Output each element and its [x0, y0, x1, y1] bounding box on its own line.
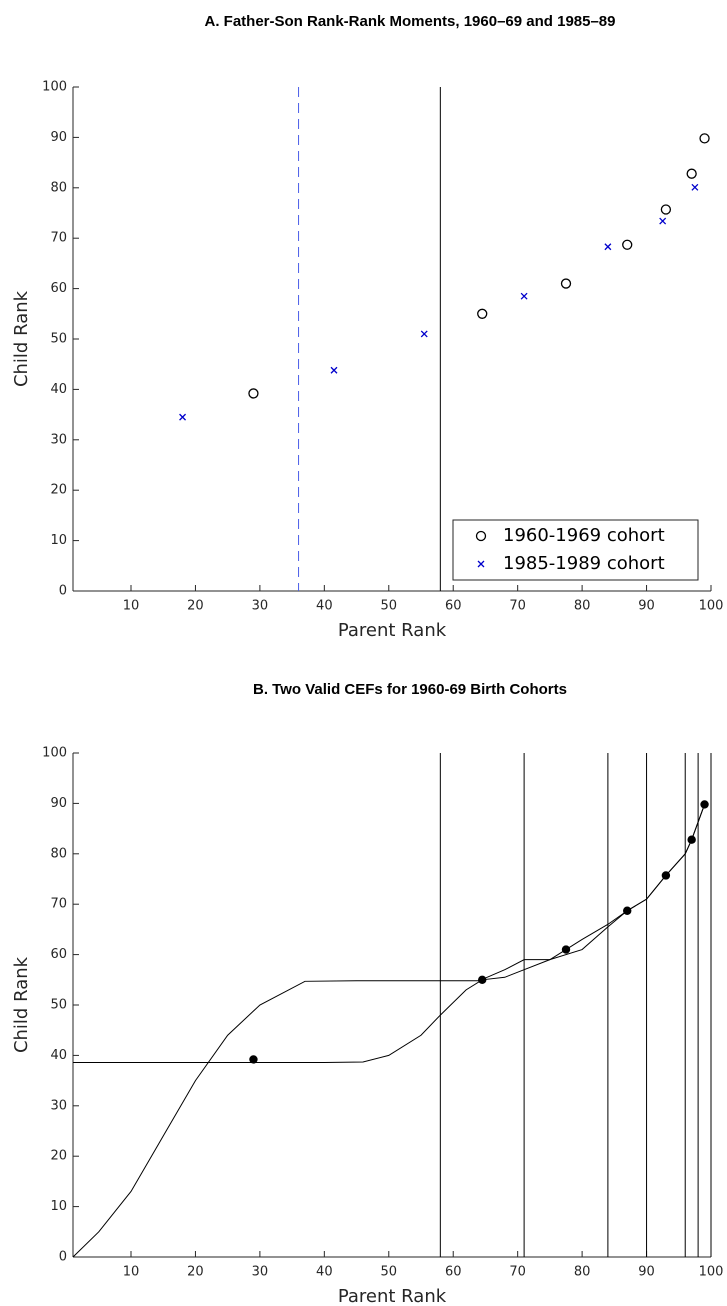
x-axis-label: Parent Rank	[338, 1286, 447, 1306]
x-tick-label: 20	[187, 599, 204, 614]
x-tick-label: 30	[252, 1265, 269, 1280]
y-tick-label: 10	[50, 1199, 67, 1214]
point	[179, 413, 187, 421]
legend-label: 1985-1989 cohort	[503, 553, 665, 574]
point	[477, 308, 488, 319]
x-tick-label: 20	[187, 1265, 204, 1280]
y-tick-label: 70	[50, 897, 67, 912]
y-axis-label: Child Rank	[11, 290, 32, 387]
chart-title: B. Two Valid CEFs for 1960-69 Birth Coho…	[253, 681, 567, 698]
x-axis-label: Parent Rank	[338, 620, 447, 641]
y-tick-label: 80	[50, 846, 67, 861]
y-tick-label: 10	[50, 533, 67, 548]
x-tick-label: 100	[699, 1265, 724, 1280]
legend-box	[452, 519, 699, 581]
x-tick-label: 80	[574, 1265, 591, 1280]
y-tick-label: 40	[50, 1048, 67, 1063]
y-tick-label: 40	[50, 382, 67, 397]
y-tick-label: 30	[50, 1098, 67, 1113]
x-tick-label: 40	[316, 599, 333, 614]
chart-title: A. Father-Son Rank-Rank Moments, 1960–69…	[205, 13, 616, 30]
x-tick-label: 60	[445, 599, 462, 614]
point	[249, 1055, 258, 1064]
y-tick-label: 0	[59, 584, 67, 599]
point	[699, 133, 710, 144]
legend: 1960-1969 cohort 1985-1989 cohort	[452, 519, 699, 581]
x-tick-label: 90	[638, 599, 655, 614]
x-tick-label: 70	[509, 1265, 526, 1280]
point	[660, 204, 672, 215]
legend-marker	[477, 560, 485, 568]
point	[560, 278, 572, 289]
x-tick-label: 90	[638, 1265, 655, 1280]
cef-curve	[73, 804, 706, 1063]
y-tick-label: 50	[50, 332, 67, 347]
x-tick-label: 100	[699, 599, 724, 614]
x-tick-label: 50	[381, 599, 398, 614]
y-tick-label: 100	[42, 746, 67, 761]
y-tick-label: 90	[50, 130, 67, 145]
y-tick-label: 20	[50, 483, 67, 498]
x-tick-label: 70	[509, 599, 526, 614]
y-tick-label: 60	[50, 281, 67, 296]
point	[520, 292, 528, 300]
y-axis-label: Child Rank	[11, 956, 32, 1053]
point	[604, 243, 612, 251]
x-tick-label: 60	[445, 1265, 462, 1280]
legend-marker	[475, 530, 487, 542]
x-tick-label: 10	[123, 1265, 140, 1280]
cef-curve	[72, 804, 706, 1258]
y-tick-label: 0	[59, 1250, 67, 1265]
x-tick-label: 40	[316, 1265, 333, 1280]
x-tick-label: 30	[252, 599, 269, 614]
y-tick-label: 70	[50, 231, 67, 246]
point	[622, 239, 633, 250]
point	[691, 183, 699, 191]
legend-label: 1960-1969 cohort	[503, 525, 665, 546]
x-tick-label: 50	[381, 1265, 398, 1280]
y-tick-label: 90	[50, 796, 67, 811]
x-tick-label: 10	[123, 599, 140, 614]
y-tick-label: 60	[50, 947, 67, 962]
point	[659, 217, 667, 225]
point	[420, 330, 428, 338]
y-tick-label: 20	[50, 1149, 67, 1164]
x-tick-label: 80	[574, 599, 591, 614]
point	[686, 168, 697, 179]
point	[248, 388, 259, 399]
y-tick-label: 50	[50, 998, 67, 1013]
y-tick-label: 80	[50, 180, 67, 195]
y-tick-label: 100	[42, 80, 67, 95]
y-tick-label: 30	[50, 432, 67, 447]
point	[330, 366, 338, 374]
